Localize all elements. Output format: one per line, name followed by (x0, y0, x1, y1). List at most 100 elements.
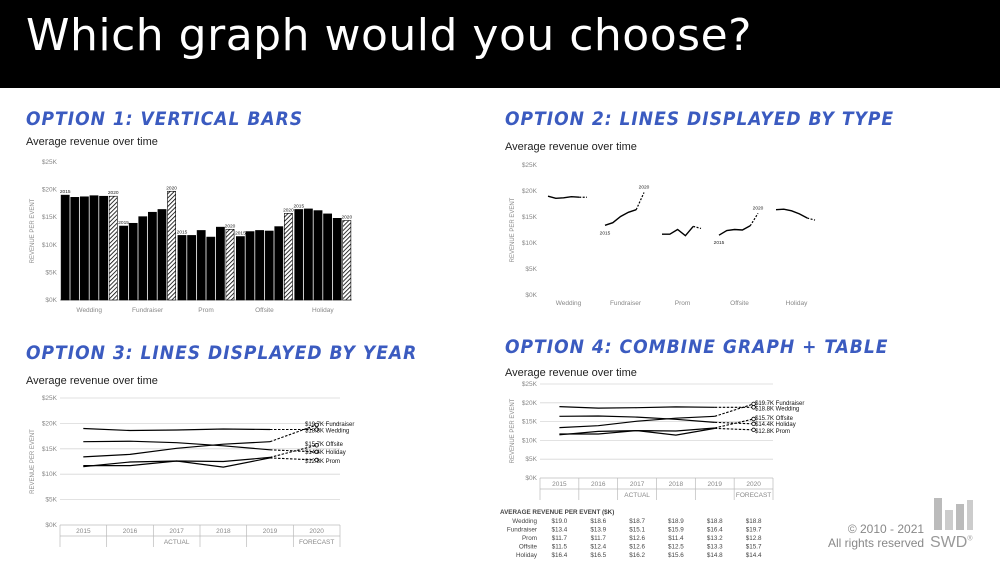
series-holiday-end-marker (314, 449, 319, 455)
x-group-label-actual: ACTUAL (624, 492, 650, 499)
table-cell: $13.2 (707, 535, 723, 542)
bar-wedding-2019 (99, 195, 108, 301)
table-cell: $15.9 (668, 527, 684, 534)
series-wedding-end-label: $18.8K Wedding (305, 428, 349, 434)
series-prom-end-marker (314, 457, 319, 463)
x-tick-label: Wedding (556, 300, 582, 307)
series-prom-end-marker (751, 427, 756, 433)
table-cell: $12.6 (629, 544, 645, 551)
y-tick-label: $10K (522, 437, 538, 444)
bar-year-label: 2020 (283, 207, 294, 213)
table-cell: $12.4 (590, 544, 606, 551)
x-group-label-actual: ACTUAL (164, 539, 190, 546)
x-tick-label: 2016 (123, 528, 138, 535)
x-tick-label: 2018 (216, 528, 231, 535)
series-wedding-actual (547, 195, 580, 200)
bar-holiday-2016 (303, 208, 313, 301)
bar-offsite-2015 (236, 236, 245, 301)
bar-offsite-2018 (264, 230, 274, 301)
series-prom-end-label: $12.8K Prom (305, 459, 340, 465)
table-cell: $11.7 (552, 535, 568, 542)
y-tick-label: $15K (42, 446, 58, 453)
option-3-title: OPTION 3: LINES DISPLAYED BY YEAR (26, 342, 418, 364)
table-cell: $12.8 (746, 535, 762, 542)
y-axis-label: REVENUE PER EVENT (510, 197, 516, 262)
x-tick-label: 2016 (591, 481, 606, 488)
y-tick-label: $25K (42, 395, 58, 402)
bar-fundraiser-2017 (138, 216, 148, 301)
bar-year-label: 2015 (118, 220, 129, 226)
series-fundraiser-forecast (269, 424, 317, 443)
series-wedding-end-marker (751, 405, 756, 410)
series-offsite-end-label: $15.7K Offsite (305, 442, 344, 448)
x-tick-label: Fundraiser (132, 307, 164, 314)
bar-year-label: 2015 (60, 189, 71, 195)
page-title: Which graph would you choose? (26, 10, 752, 61)
bar-prom-2017 (196, 230, 206, 301)
option-4-line-chart-with-table: $0K $5K $10K $15K $20K $25K REVENUE PER EVENT 2… (500, 381, 804, 559)
y-tick-label: $20K (522, 400, 538, 407)
series-offsite-forecast (269, 444, 317, 458)
bar-offsite-2016 (245, 231, 255, 301)
table-cell: $13.4 (552, 527, 568, 534)
series-prom-end-label: $12.8K Prom (755, 429, 790, 435)
year-annotation: 2015 (714, 240, 725, 246)
series-wedding-actual (559, 406, 715, 409)
x-tick-label: 2020 (309, 528, 324, 535)
year-annotation: 2015 (600, 230, 611, 236)
series-offsite-end-marker (751, 416, 756, 422)
table-row-label: Prom (522, 535, 537, 542)
series-fundraiser-forecast (635, 192, 645, 210)
x-tick-label: Prom (198, 307, 214, 314)
option-1-title: OPTION 1: VERTICAL BARS (26, 108, 304, 130)
y-tick-label: $5K (525, 456, 537, 463)
series-prom-actual (559, 427, 715, 436)
bar-prom-2018 (206, 236, 216, 301)
table-cell: $15.6 (668, 552, 684, 559)
option-3-line-chart: $0K $5K $10K $15K $20K $25K REVENUE PER EVENT 2… (30, 395, 354, 547)
table-cell: $14.4 (746, 552, 762, 559)
y-tick-label: $10K (522, 240, 538, 247)
x-group-label-forecast: FORECAST (736, 492, 771, 499)
bar-wedding-2017 (79, 196, 89, 301)
y-tick-label: $15K (522, 419, 538, 426)
y-tick-label: $0K (45, 522, 57, 529)
table-cell: $19.0 (552, 518, 568, 525)
x-tick-label: 2017 (630, 481, 645, 488)
table-cell: $18.6 (590, 518, 606, 525)
bar-year-label: 2015 (293, 203, 304, 209)
copyright: © 2010 - 2021 All rights reserved (828, 522, 924, 550)
year-annotation: 2020 (753, 205, 764, 211)
y-tick-label: $0K (525, 475, 537, 482)
table-cell: $13.3 (707, 544, 723, 551)
x-tick-label: Offsite (730, 300, 749, 307)
y-tick-label: $20K (42, 187, 58, 194)
series-offsite-end-label: $15.7K Offsite (755, 416, 794, 422)
series-holiday-end-label: $14.4K Holiday (755, 422, 796, 428)
table-cell: $18.8 (707, 518, 723, 525)
table-cell: $15.7 (746, 544, 762, 551)
bar-year-label: 2020 (166, 185, 177, 191)
bar-year-label: 2015 (177, 229, 188, 235)
series-holiday-actual (83, 440, 271, 451)
bar-fundraiser-2019 (157, 209, 167, 301)
x-tick-label: Prom (675, 300, 691, 307)
series-wedding-end-marker (314, 427, 319, 432)
table-cell: $16.4 (707, 527, 723, 534)
bar-prom-2020 (225, 229, 235, 301)
option-4-title: OPTION 4: COMBINE GRAPH + TABLE (505, 336, 889, 358)
table-cell: $11.7 (591, 535, 607, 542)
table-row-label: Fundraiser (507, 527, 537, 534)
x-tick-label: Fundraiser (610, 300, 642, 307)
table-cell: $12.5 (668, 544, 684, 551)
x-tick-label: Holiday (312, 307, 334, 314)
table-cell: $18.8 (746, 518, 762, 525)
bar-year-label: 2020 (108, 190, 119, 196)
x-tick-label: Offsite (255, 307, 274, 314)
y-axis-label: REVENUE PER EVENT (510, 398, 516, 463)
table-cell: $16.2 (629, 552, 645, 559)
y-tick-label: $0K (525, 292, 537, 299)
table-row-label: Wedding (512, 518, 537, 525)
x-tick-label: 2018 (669, 481, 684, 488)
y-tick-label: $0K (45, 297, 57, 304)
